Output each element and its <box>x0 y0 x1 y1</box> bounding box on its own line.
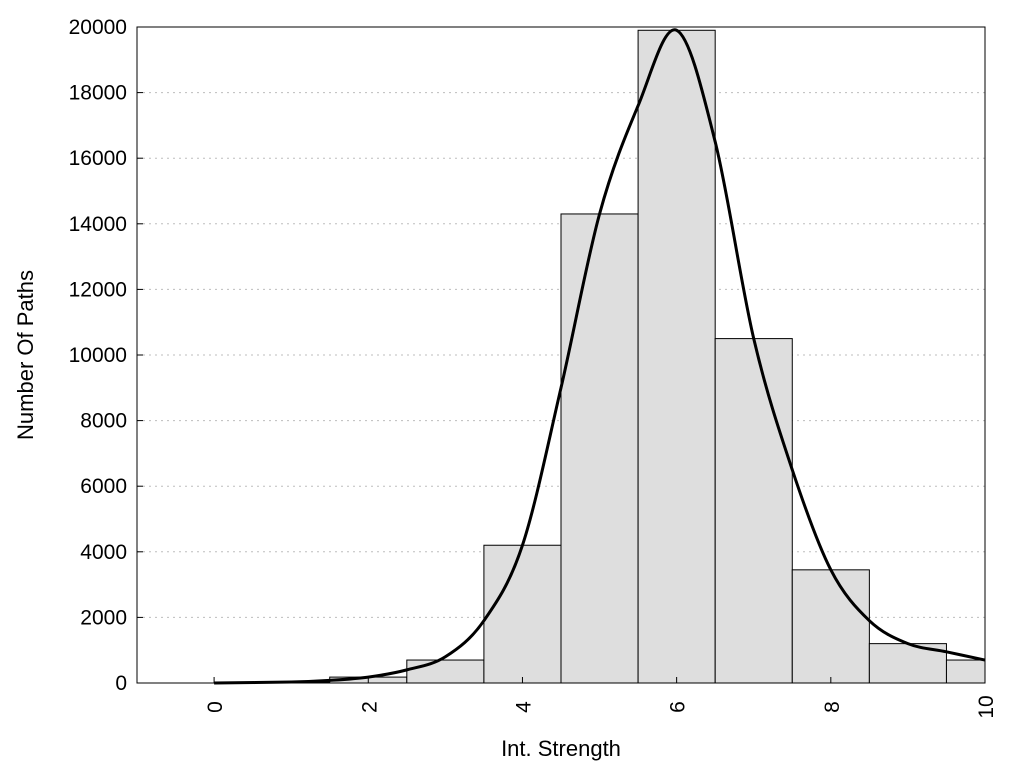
y-tick-label: 14000 <box>69 213 127 236</box>
y-tick-label: 16000 <box>69 147 127 170</box>
x-axis-title: Int. Strength <box>501 736 621 761</box>
histogram-bar <box>791 569 870 684</box>
y-tick-label: 6000 <box>80 475 127 498</box>
x-tick-label: 4 <box>512 701 535 713</box>
y-tick-label: 10000 <box>69 344 127 367</box>
histogram-bar <box>483 544 562 684</box>
y-tick-label: 18000 <box>69 82 127 105</box>
histogram-bar <box>945 659 986 684</box>
x-tick-label: 10 <box>975 695 998 718</box>
x-tick-label: 6 <box>667 701 690 713</box>
x-tick-label: 8 <box>821 701 844 713</box>
curve-layer <box>214 28 986 685</box>
y-tick-label: 2000 <box>80 606 127 629</box>
histogram-bar <box>406 659 485 684</box>
y-axis-title: Number Of Paths <box>13 270 38 440</box>
tick-layer: 0 2000 4000 6000 8000 10000 12000 14000 16000 180… <box>69 16 998 719</box>
density-curve <box>214 28 986 685</box>
histogram-bar <box>637 29 716 684</box>
y-tick-label: 0 <box>115 672 127 695</box>
x-tick-label: 2 <box>358 701 381 713</box>
y-tick-label: 20000 <box>69 16 127 39</box>
y-tick-label: 8000 <box>80 410 127 433</box>
y-tick-label: 4000 <box>80 541 127 564</box>
x-tick-label: 0 <box>204 701 227 713</box>
y-tick-label: 12000 <box>69 278 127 301</box>
bar-layer <box>252 29 986 684</box>
histogram-bar <box>714 338 793 684</box>
histogram-bar <box>560 213 639 684</box>
